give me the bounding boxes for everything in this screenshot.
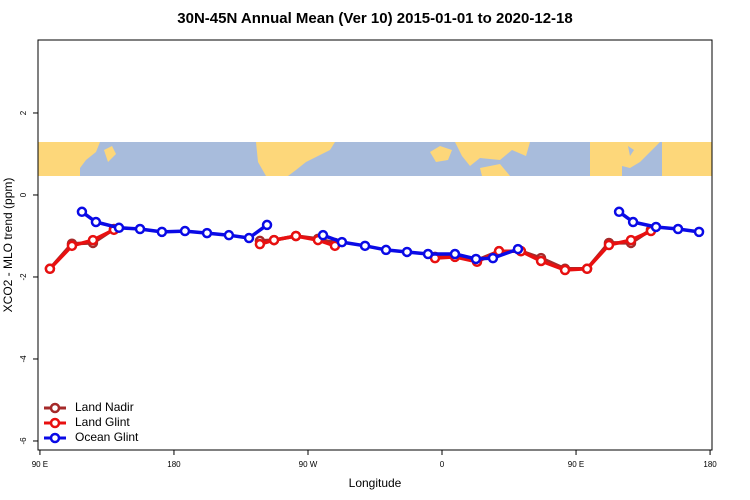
legend-label: Land Glint: [75, 415, 130, 429]
y-tick-label: 0: [19, 192, 28, 197]
y-tick-label: -2: [19, 273, 28, 281]
series-line: [48, 228, 652, 272]
data-point: [87, 234, 99, 246]
data-point: [261, 219, 273, 231]
data-point: [134, 223, 146, 235]
legend-label: Land Nadir: [75, 400, 134, 414]
legend-marker: [49, 432, 61, 444]
data-point: [317, 229, 329, 241]
data-point: [512, 243, 524, 255]
data-point: [290, 230, 302, 242]
data-point: [627, 216, 639, 228]
data-point: [625, 234, 637, 246]
data-point: [535, 255, 547, 267]
y-tick-label: 2: [19, 110, 28, 115]
data-point: [76, 206, 88, 218]
data-point: [90, 216, 102, 228]
data-point: [487, 252, 499, 264]
map-band: [38, 142, 712, 176]
data-point: [380, 244, 392, 256]
data-point: [449, 248, 461, 260]
data-point: [223, 229, 235, 241]
y-tick-label: -4: [19, 355, 28, 363]
legend-label: Ocean Glint: [75, 430, 139, 444]
data-point: [268, 234, 280, 246]
data-point: [401, 246, 413, 258]
data-point: [359, 240, 371, 252]
data-point: [179, 225, 191, 237]
data-point: [650, 221, 662, 233]
data-point: [672, 223, 684, 235]
plot-frame: [37, 39, 713, 451]
x-tick-label: 180: [703, 460, 717, 469]
x-tick-label: 90 E: [32, 460, 48, 469]
x-tick-label: 90 W: [299, 460, 318, 469]
chart-title: 30N-45N Annual Mean (Ver 10) 2015-01-01 …: [177, 10, 572, 27]
legend-marker: [49, 402, 61, 414]
data-point: [559, 264, 571, 276]
data-point: [254, 238, 266, 250]
data-point: [470, 253, 482, 265]
x-tick-label: 90 E: [568, 460, 584, 469]
y-axis-label: XCO2 - MLO trend (ppm): [1, 178, 15, 313]
data-point: [422, 248, 434, 260]
data-point: [603, 239, 615, 251]
data-point: [156, 226, 168, 238]
data-point: [613, 206, 625, 218]
legend-marker: [49, 417, 61, 429]
data-point: [243, 232, 255, 244]
data-point: [693, 226, 705, 238]
data-point: [581, 263, 593, 275]
data-point: [113, 222, 125, 234]
x-tick-label: 0: [440, 460, 445, 469]
y-tick-label: -6: [19, 437, 28, 445]
data-point: [336, 236, 348, 248]
data-point: [66, 240, 78, 252]
data-point: [44, 263, 56, 275]
x-tick-label: 180: [167, 460, 181, 469]
series-line: [48, 227, 652, 271]
data-point: [201, 227, 213, 239]
x-axis-label: Longitude: [349, 476, 402, 490]
